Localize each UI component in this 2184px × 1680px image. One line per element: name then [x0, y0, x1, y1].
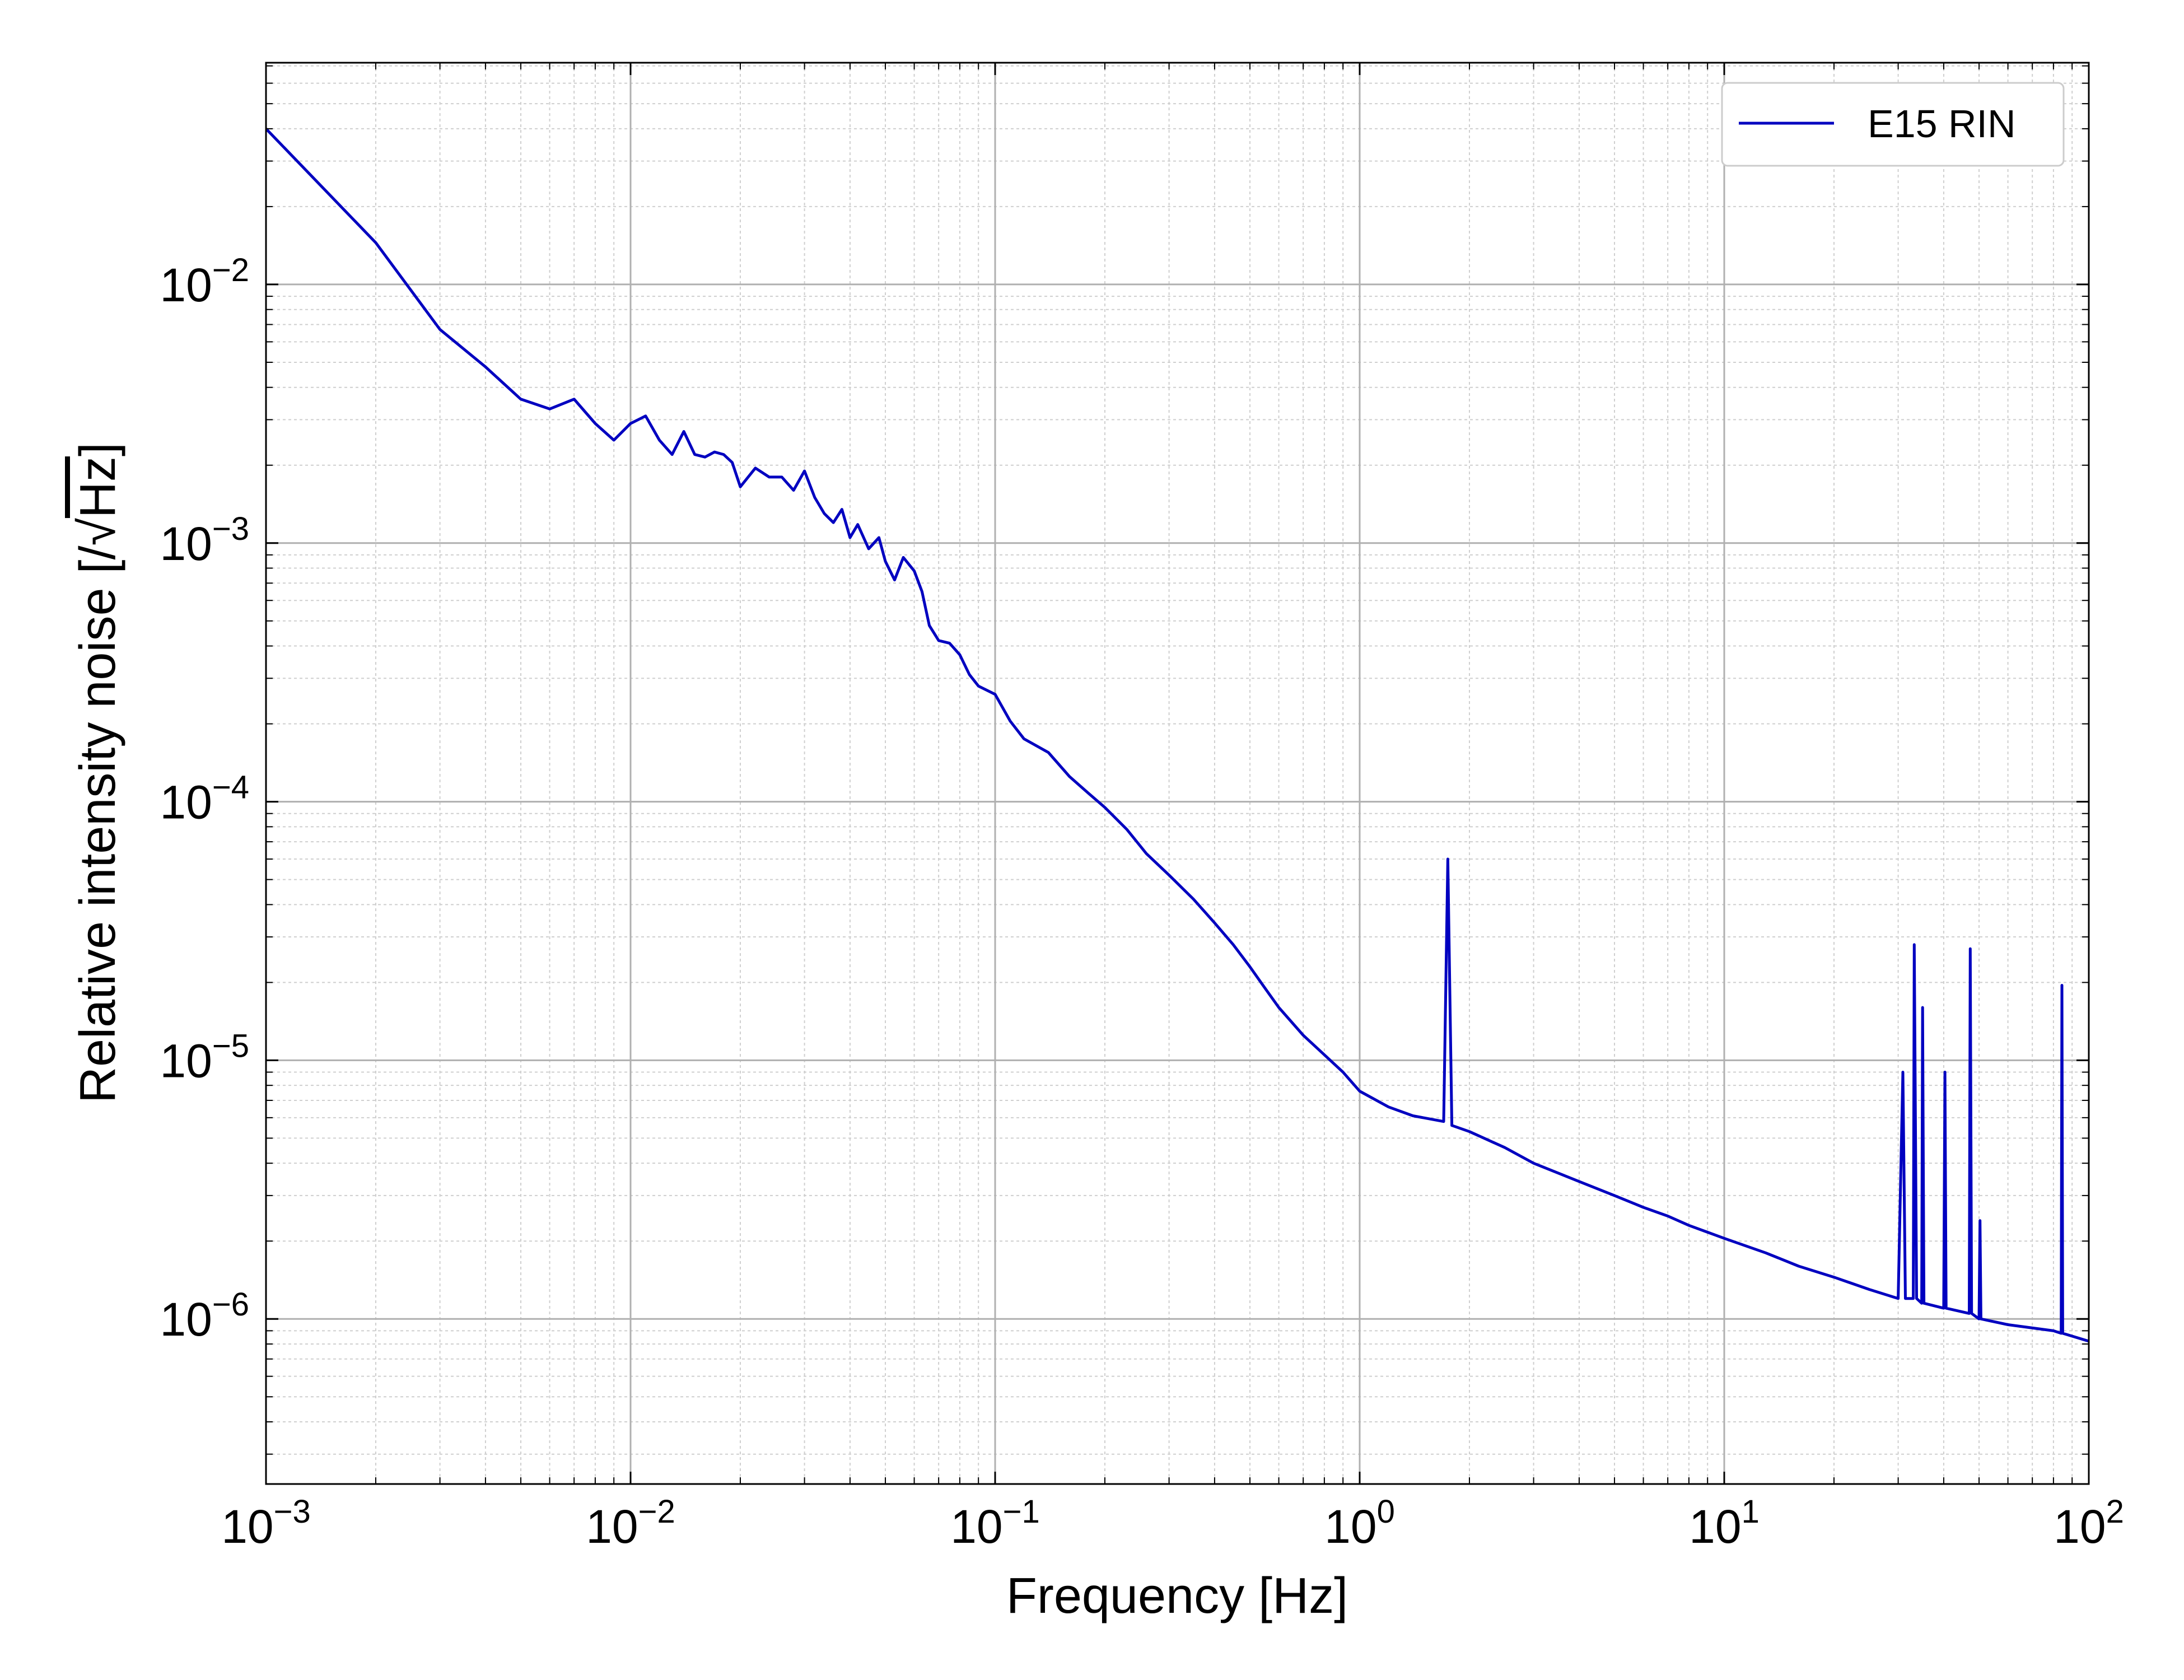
y-tick-label-exponent: −6	[212, 1286, 249, 1323]
y-tick-label-exponent: −4	[212, 769, 249, 806]
plot-area	[265, 62, 2090, 1485]
x-tick-label: 10−2	[586, 1494, 675, 1553]
y-tick-label-base: 10	[160, 1034, 212, 1087]
y-axis-label-prefix: Relative intensity noise [/	[70, 545, 126, 1103]
axis-ticks	[265, 63, 2089, 1484]
series-layer	[266, 128, 2089, 1343]
minor-grid	[266, 63, 2089, 1484]
legend: E15 RIN	[1721, 82, 2065, 167]
x-tick-label-exponent: 2	[2106, 1494, 2124, 1530]
y-tick-label: 10−5	[160, 1028, 249, 1087]
sqrt-icon: √	[70, 517, 126, 545]
x-tick-label-exponent: −1	[1003, 1494, 1040, 1530]
y-axis-label-suffix: ]	[70, 442, 126, 456]
x-tick-label-exponent: −3	[274, 1494, 311, 1530]
y-tick-label-exponent: −2	[212, 252, 249, 288]
y-tick-label-base: 10	[160, 776, 212, 829]
legend-entry-label: E15 RIN	[1868, 102, 2016, 146]
y-tick-label: 10−4	[160, 769, 249, 829]
y-axis-label-sqrt: Hz	[70, 456, 126, 518]
x-tick-label-exponent: 1	[1742, 1494, 1760, 1530]
x-tick-label: 10−1	[950, 1494, 1040, 1553]
legend-box	[1721, 82, 2065, 167]
svg-text:Relative intensity noise [/√Hz: Relative intensity noise [/√Hz]	[70, 442, 126, 1103]
x-tick-label: 10−3	[221, 1494, 311, 1553]
y-tick-label: 10−6	[160, 1286, 249, 1346]
plot-background	[266, 63, 2089, 1484]
y-tick-label-base: 10	[160, 1293, 212, 1346]
x-tick-label-base: 10	[950, 1500, 1002, 1553]
y-tick-label-exponent: −5	[212, 1028, 249, 1064]
x-tick-label-base: 10	[586, 1500, 638, 1553]
y-tick-labels: 10−610−510−410−310−2	[160, 252, 249, 1346]
plot-frame	[265, 62, 2090, 1485]
y-tick-label-base: 10	[160, 517, 212, 570]
y-tick-label-base: 10	[160, 259, 212, 311]
x-tick-label-base: 10	[1324, 1500, 1376, 1553]
y-tick-label: 10−2	[160, 252, 249, 311]
series-line-e15-rin	[266, 128, 2089, 1343]
x-axis-label: Frequency [Hz]	[1006, 1568, 1348, 1624]
x-tick-label-base: 10	[221, 1500, 273, 1553]
x-tick-label: 100	[1324, 1494, 1395, 1553]
x-tick-label: 101	[1689, 1494, 1760, 1553]
y-axis-label: Relative intensity noise [/√Hz]	[70, 442, 126, 1103]
x-tick-label: 102	[2054, 1494, 2124, 1553]
x-tick-label-base: 10	[1689, 1500, 1741, 1553]
y-tick-label: 10−3	[160, 511, 249, 570]
x-tick-label-base: 10	[2054, 1500, 2106, 1553]
x-tick-labels: 10−3 10−2 10−1 100 101 102	[221, 1494, 2124, 1553]
y-tick-label-exponent: −3	[212, 511, 249, 547]
x-tick-label-exponent: 0	[1377, 1494, 1395, 1530]
x-tick-label-exponent: −2	[638, 1494, 675, 1530]
